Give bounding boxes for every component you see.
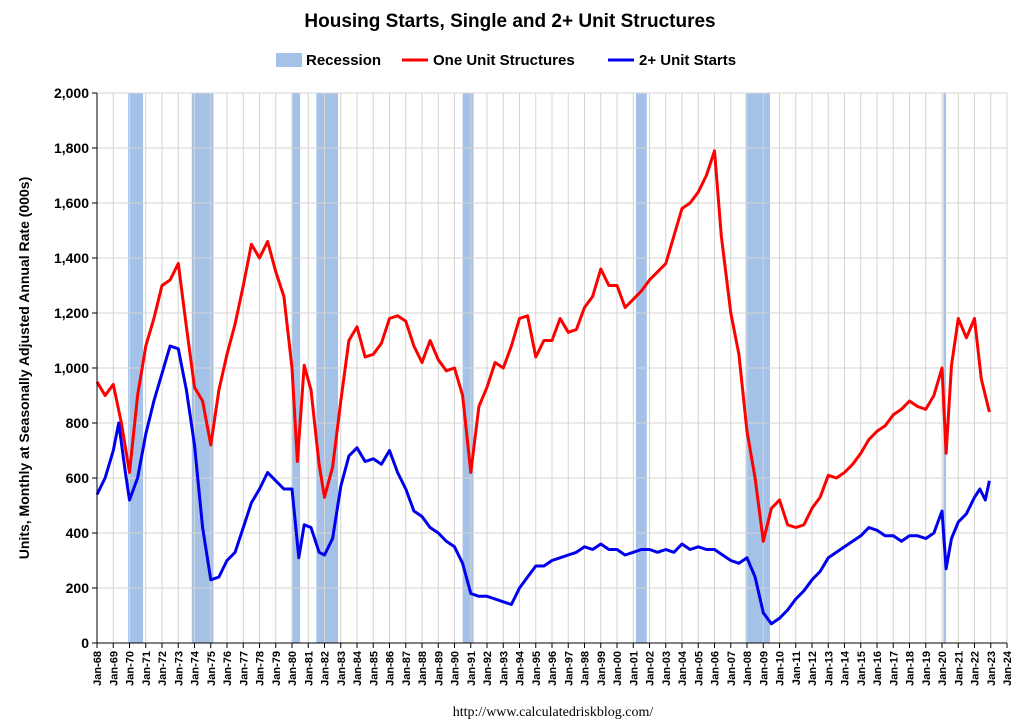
x-tick-label-11: Jan-79	[271, 651, 283, 686]
x-tick-label-7: Jan-75	[206, 651, 218, 686]
x-tick-label-24: Jan-92	[482, 651, 494, 686]
x-tick-label-2: Jan-70	[125, 651, 137, 686]
x-tick-label-30: Jan-98	[580, 651, 592, 686]
x-tick-label-31: Jan-99	[596, 651, 608, 686]
x-tick-label-54: Jan-22	[970, 651, 982, 686]
x-tick-label-35: Jan-03	[661, 651, 673, 686]
x-tick-label-23: Jan-91	[466, 651, 478, 686]
source-url: http://www.calculatedriskblog.com/	[453, 705, 654, 720]
x-tick-label-55: Jan-23	[986, 651, 998, 686]
series-lines	[95, 149, 991, 626]
legend-label-one-unit: One Unit Structures	[433, 52, 575, 69]
x-tick-label-44: Jan-12	[807, 651, 819, 686]
legend: Recession One Unit Structures 2+ Unit St…	[276, 52, 736, 69]
y-tick-label-0: 0	[81, 635, 89, 651]
y-axis-label: Units, Monthly at Seasonally Adjusted An…	[16, 177, 32, 559]
y-tick-label-2: 400	[66, 525, 90, 541]
x-tick-label-29: Jan-97	[563, 651, 575, 686]
x-tick-label-10: Jan-78	[255, 651, 267, 686]
x-tick-label-12: Jan-80	[287, 651, 299, 686]
x-tick-label-9: Jan-77	[238, 651, 250, 686]
x-tick-label-41: Jan-09	[758, 651, 770, 686]
y-tick-label-4: 800	[66, 415, 90, 431]
y-tick-label-3: 600	[66, 470, 90, 486]
x-tick-label-8: Jan-76	[222, 651, 234, 686]
x-axis-ticks: Jan-68 Jan-69 Jan-70 Jan-71 Jan-72 Jan-73 Jan-…	[92, 643, 1014, 686]
y-tick-label-9: 1,800	[54, 140, 89, 156]
x-tick-label-18: Jan-86	[385, 651, 397, 686]
x-tick-label-14: Jan-82	[320, 651, 332, 686]
x-tick-label-49: Jan-17	[888, 651, 900, 686]
legend-swatch-recession	[276, 53, 302, 67]
x-tick-label-16: Jan-84	[352, 650, 364, 686]
x-tick-label-13: Jan-81	[303, 651, 315, 686]
x-tick-label-53: Jan-21	[953, 651, 965, 686]
x-tick-label-25: Jan-93	[498, 651, 510, 686]
y-tick-label-7: 1,400	[54, 250, 89, 266]
x-tick-label-1: Jan-69	[108, 651, 120, 686]
x-tick-label-17: Jan-85	[368, 651, 380, 686]
y-tick-label-8: 1,600	[54, 195, 89, 211]
x-tick-label-32: Jan-00	[612, 651, 624, 686]
x-tick-label-47: Jan-15	[856, 651, 868, 686]
x-tick-label-42: Jan-10	[775, 651, 787, 686]
x-tick-label-38: Jan-06	[710, 651, 722, 686]
y-tick-label-6: 1,200	[54, 305, 89, 321]
x-tick-label-28: Jan-96	[547, 651, 559, 686]
x-tick-label-46: Jan-14	[840, 650, 852, 686]
x-tick-label-20: Jan-88	[417, 651, 429, 686]
x-tick-label-51: Jan-19	[921, 651, 933, 686]
legend-label-recession: Recession	[306, 52, 381, 69]
x-tick-label-3: Jan-71	[141, 651, 153, 686]
chart-title: Housing Starts, Single and 2+ Unit Struc…	[304, 11, 715, 32]
x-tick-label-22: Jan-90	[450, 651, 462, 686]
x-tick-label-52: Jan-20	[937, 651, 949, 686]
x-tick-label-56: Jan-24	[1002, 650, 1014, 686]
x-tick-label-6: Jan-74	[190, 650, 202, 686]
x-tick-label-21: Jan-89	[433, 651, 445, 686]
x-tick-label-4: Jan-72	[157, 651, 169, 686]
x-tick-label-27: Jan-95	[531, 651, 543, 686]
series-line-one-unit	[95, 149, 991, 543]
x-tick-label-48: Jan-16	[872, 651, 884, 686]
x-tick-label-37: Jan-05	[693, 651, 705, 686]
x-tick-label-45: Jan-13	[823, 651, 835, 686]
series-line-two-plus-unit	[95, 344, 991, 626]
y-axis-ticks: 0 200 400 600 800 1,000 1,200 1,400 1,600 1,800 2,…	[54, 85, 97, 651]
x-tick-label-33: Jan-01	[628, 651, 640, 686]
x-tick-label-40: Jan-08	[742, 651, 754, 686]
y-tick-label-1: 200	[66, 580, 90, 596]
x-tick-label-50: Jan-18	[905, 651, 917, 686]
x-tick-label-34: Jan-02	[645, 651, 657, 686]
y-tick-label-5: 1,000	[54, 360, 89, 376]
x-tick-label-15: Jan-83	[336, 651, 348, 686]
x-tick-label-43: Jan-11	[791, 651, 803, 685]
y-tick-label-10: 2,000	[54, 85, 89, 101]
x-tick-label-19: Jan-87	[401, 651, 413, 686]
x-tick-label-0: Jan-68	[92, 651, 104, 686]
x-tick-label-5: Jan-73	[173, 651, 185, 686]
x-tick-label-39: Jan-07	[726, 651, 738, 686]
legend-label-two-plus: 2+ Unit Starts	[639, 52, 736, 69]
x-tick-label-26: Jan-94	[515, 650, 527, 686]
x-tick-label-36: Jan-04	[677, 650, 689, 686]
